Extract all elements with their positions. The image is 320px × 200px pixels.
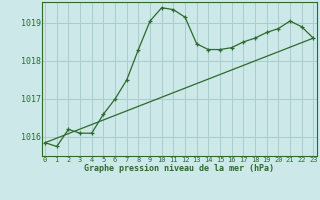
X-axis label: Graphe pression niveau de la mer (hPa): Graphe pression niveau de la mer (hPa) <box>84 164 274 173</box>
